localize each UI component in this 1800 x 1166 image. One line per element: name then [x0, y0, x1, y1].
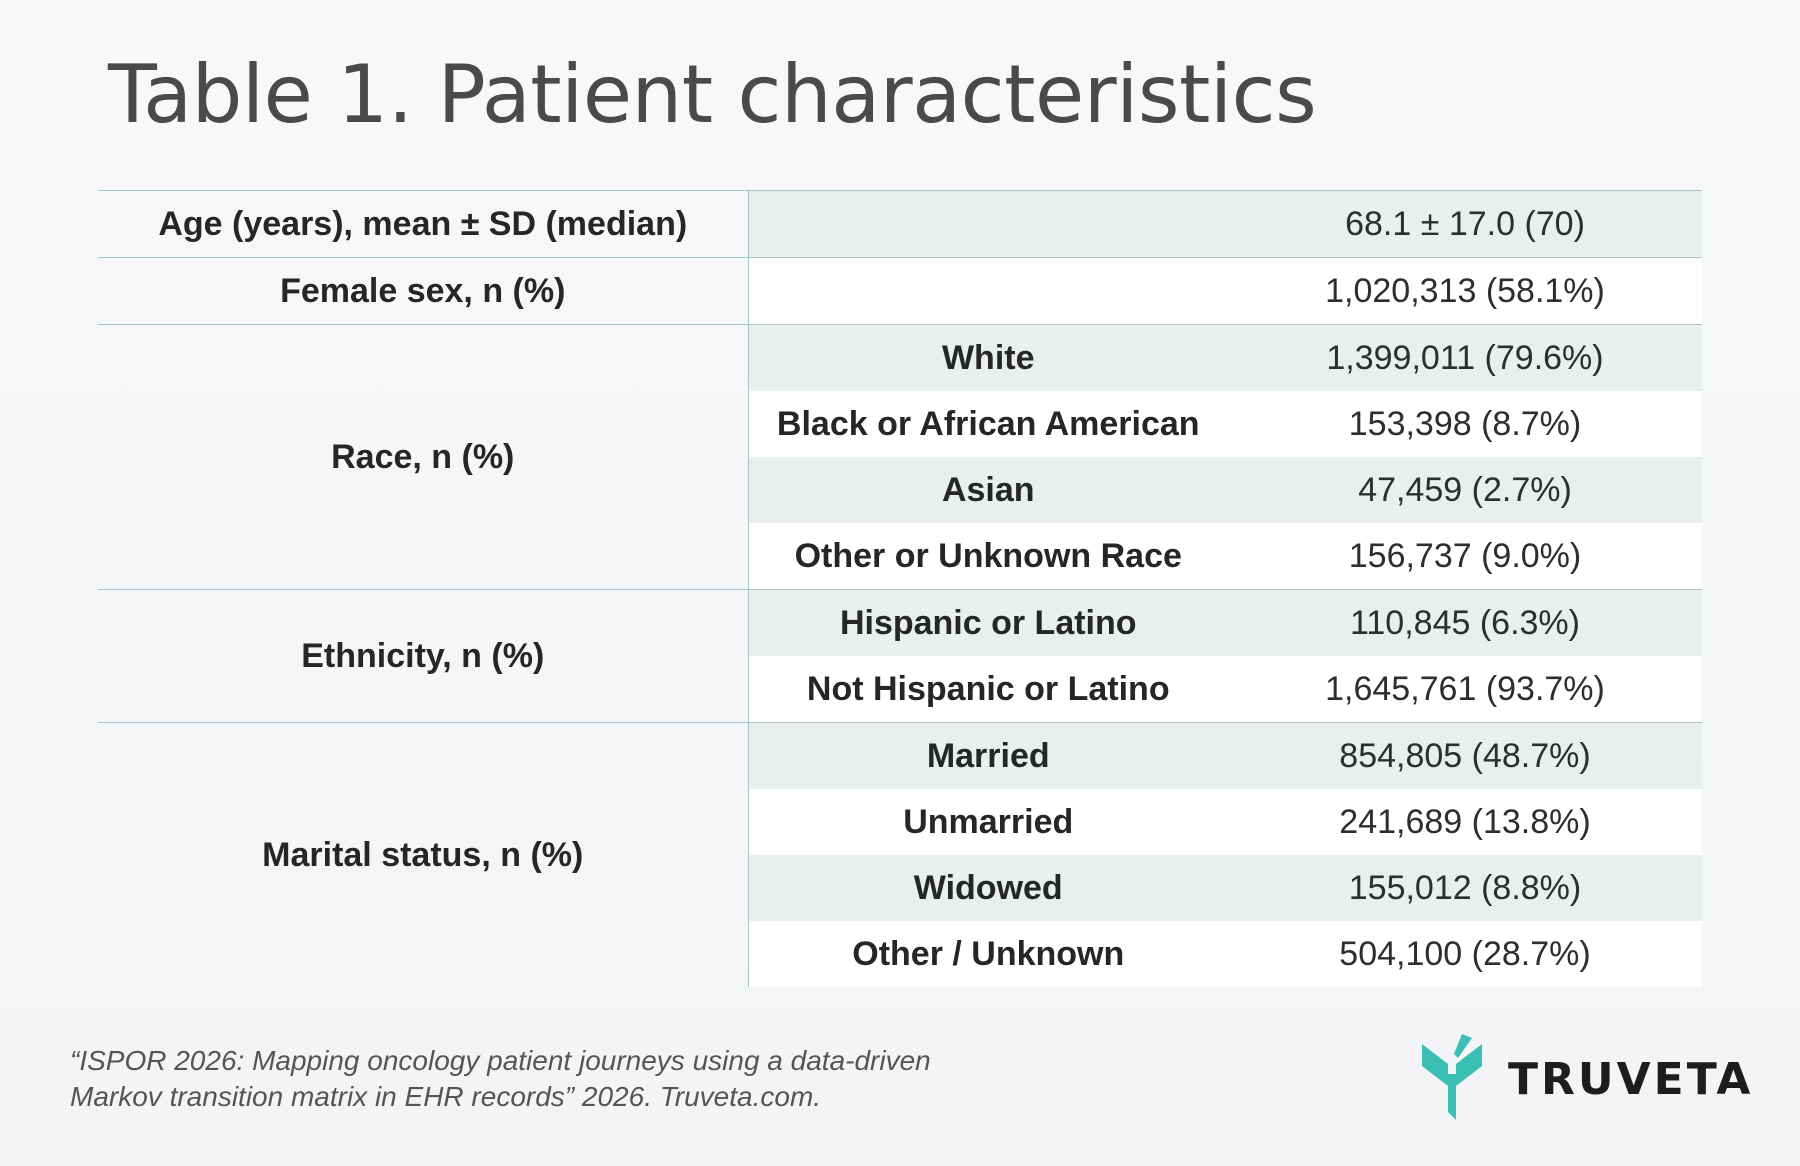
table-row: Asian 47,459 (2.7%)	[98, 457, 1702, 523]
table-row-age: Age (years), mean ± SD (median) 68.1 ± 1…	[98, 190, 1702, 258]
subcategory-value: 156,737 (9.0%)	[1228, 523, 1702, 590]
subcategory-value: 110,845 (6.3%)	[1228, 589, 1702, 656]
subcategory-value: 1,399,011 (79.6%)	[1228, 324, 1702, 391]
citation-line: “ISPOR 2026: Mapping oncology patient jo…	[70, 1045, 931, 1076]
empty-subcategory-cell	[748, 257, 1228, 325]
logo-wordmark: TRUVETA	[1508, 1053, 1754, 1105]
subcategory-label: Not Hispanic or Latino	[748, 656, 1228, 723]
table-row: Not Hispanic or Latino 1,645,761 (93.7%)	[98, 656, 1702, 723]
row-label-female-sex: Female sex, n (%)	[98, 257, 749, 325]
subcategory-label: Hispanic or Latino	[748, 589, 1228, 656]
table-row: Unmarried 241,689 (13.8%)	[98, 789, 1702, 855]
citation-line: Markov transition matrix in EHR records”…	[70, 1081, 822, 1112]
table-row: Marital status, n (%) Married 854,805 (4…	[98, 722, 1702, 987]
subcategory-label: Other / Unknown	[748, 921, 1228, 987]
table-row: Race, n (%) White 1,399,011 (79.6%)	[98, 324, 1702, 590]
group-label-marital-status: Marital status, n (%)	[98, 722, 749, 987]
page-title: Table 1. Patient characteristics	[108, 48, 1317, 141]
table-row: Other / Unknown 504,100 (28.7%)	[98, 921, 1702, 987]
patient-characteristics-table: Age (years), mean ± SD (median) 68.1 ± 1…	[98, 190, 1702, 987]
group-label-ethnicity: Ethnicity, n (%)	[98, 589, 749, 723]
value-female-sex: 1,020,313 (58.1%)	[1228, 257, 1702, 325]
table-row-female-sex: Female sex, n (%) 1,020,313 (58.1%)	[98, 257, 1702, 325]
subcategory-value: 47,459 (2.7%)	[1228, 457, 1702, 523]
citation: “ISPOR 2026: Mapping oncology patient jo…	[70, 1043, 931, 1115]
subcategory-label: Married	[748, 722, 1228, 789]
table-row: Black or African American 153,398 (8.7%)	[98, 391, 1702, 457]
subcategory-value: 504,100 (28.7%)	[1228, 921, 1702, 987]
subcategory-value: 153,398 (8.7%)	[1228, 391, 1702, 457]
subcategory-value: 854,805 (48.7%)	[1228, 722, 1702, 789]
subcategory-label: Other or Unknown Race	[748, 523, 1228, 590]
truveta-logo-icon	[1422, 1034, 1482, 1120]
table-row: Widowed 155,012 (8.8%)	[98, 855, 1702, 921]
subcategory-value: 155,012 (8.8%)	[1228, 855, 1702, 921]
value-age: 68.1 ± 17.0 (70)	[1228, 190, 1702, 258]
empty-subcategory-cell	[748, 190, 1228, 258]
truveta-logo: TRUVETA	[1418, 1034, 1753, 1124]
group-label-race: Race, n (%)	[98, 324, 749, 590]
subcategory-value: 241,689 (13.8%)	[1228, 789, 1702, 855]
subcategory-label: Widowed	[748, 855, 1228, 921]
subcategory-label: Unmarried	[748, 789, 1228, 855]
row-label-age: Age (years), mean ± SD (median)	[98, 190, 749, 258]
subcategory-label: White	[748, 324, 1228, 391]
table-row: Other or Unknown Race 156,737 (9.0%)	[98, 523, 1702, 590]
subcategory-label: Asian	[748, 457, 1228, 523]
table-row: Ethnicity, n (%) Hispanic or Latino 110,…	[98, 589, 1702, 723]
subcategory-value: 1,645,761 (93.7%)	[1228, 656, 1702, 723]
subcategory-label: Black or African American	[748, 391, 1228, 457]
